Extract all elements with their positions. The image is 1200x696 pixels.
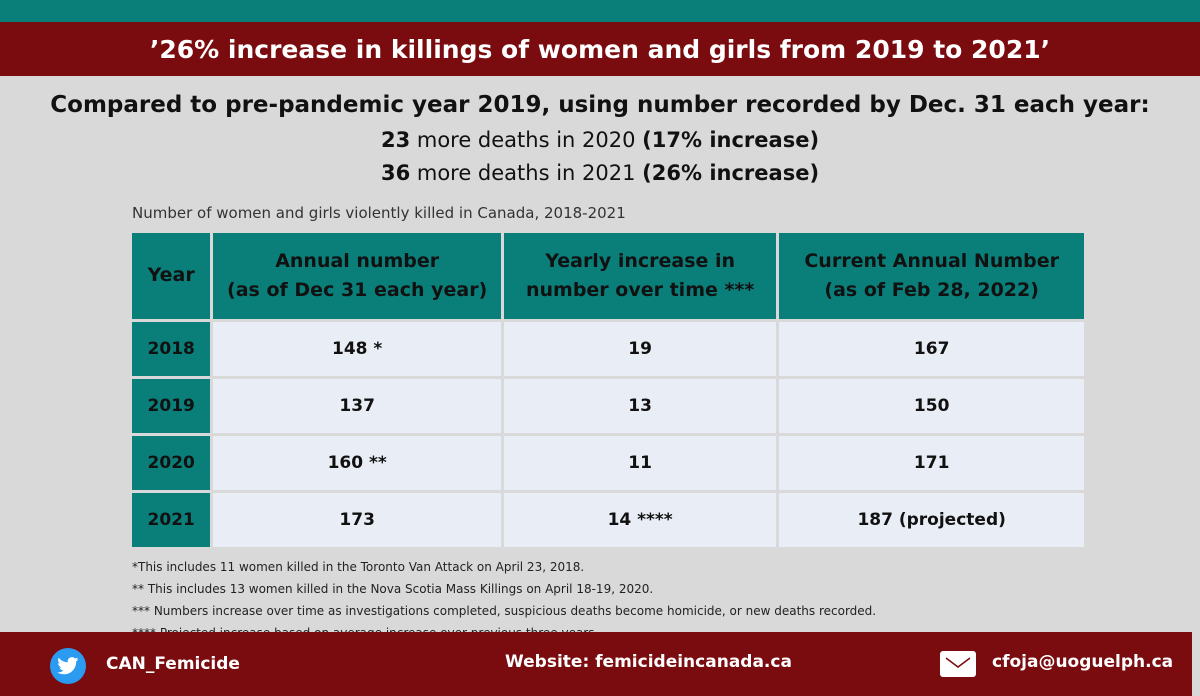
table-row: 2020 160 ** 11 171 [132,436,1084,490]
top-strip [0,0,1200,22]
comparison-text: more deaths in 2021 [410,161,643,185]
table-row: 2021 173 14 **** 187 (projected) [132,493,1084,547]
website-link[interactable]: Website: femicideincanada.ca [505,652,792,672]
cell-annual: 160 ** [213,436,501,490]
cell-year: 2018 [132,322,211,376]
twitter-icon[interactable] [50,648,86,684]
footnote: ** This includes 13 women killed in the … [132,582,654,596]
header-year: Year [132,233,211,319]
cell-increase: 14 **** [503,493,777,547]
footer-bar: CAN_Femicide Website: femicideincanada.c… [0,632,1192,696]
header-yearly-increase: Yearly increase in number over time *** [503,233,777,319]
cell-annual: 137 [213,379,501,433]
table-caption: Number of women and girls violently kill… [132,204,626,222]
data-table: Year Annual number (as of Dec 31 each yea… [129,230,1087,550]
twitter-handle[interactable]: CAN_Femicide [106,654,240,674]
comparison-count: 36 [380,161,411,185]
mail-icon[interactable] [940,651,976,677]
cell-annual: 173 [213,493,501,547]
cell-increase: 11 [503,436,777,490]
comparison-2021: 36 more deaths in 2021 (26% increase) [0,161,1200,185]
table-header-row: Year Annual number (as of Dec 31 each yea… [132,233,1084,319]
cell-year: 2020 [132,436,211,490]
cell-year: 2021 [132,493,211,547]
comparison-percent: (17% increase) [642,128,820,152]
cell-current: 171 [779,436,1084,490]
cell-increase: 13 [503,379,777,433]
comparison-count: 23 [380,128,411,152]
footnotes: *This includes 11 women killed in the To… [132,556,876,644]
table-row: 2018 148 * 19 167 [132,322,1084,376]
comparison-percent: (26% increase) [642,161,820,185]
email-link[interactable]: cfoja@uoguelph.ca [992,652,1174,672]
title-banner: ’26% increase in killings of women and g… [0,22,1200,76]
cell-increase: 19 [503,322,777,376]
footnote: *** Numbers increase over time as invest… [132,604,877,618]
comparison-2020: 23 more deaths in 2020 (17% increase) [0,128,1200,152]
footnote: *This includes 11 women killed in the To… [132,560,585,574]
headline: Compared to pre-pandemic year 2019, usin… [50,92,1150,118]
cell-current: 187 (projected) [779,493,1084,547]
table-row: 2019 137 13 150 [132,379,1084,433]
cell-current: 150 [779,379,1084,433]
comparison-text: more deaths in 2020 [410,128,643,152]
cell-annual: 148 * [213,322,501,376]
cell-current: 167 [779,322,1084,376]
header-annual-number: Annual number (as of Dec 31 each year) [213,233,501,319]
cell-year: 2019 [132,379,211,433]
header-current-annual-number: Current Annual Number (as of Feb 28, 2022… [779,233,1084,319]
page-title: ’26% increase in killings of women and g… [149,34,1051,64]
